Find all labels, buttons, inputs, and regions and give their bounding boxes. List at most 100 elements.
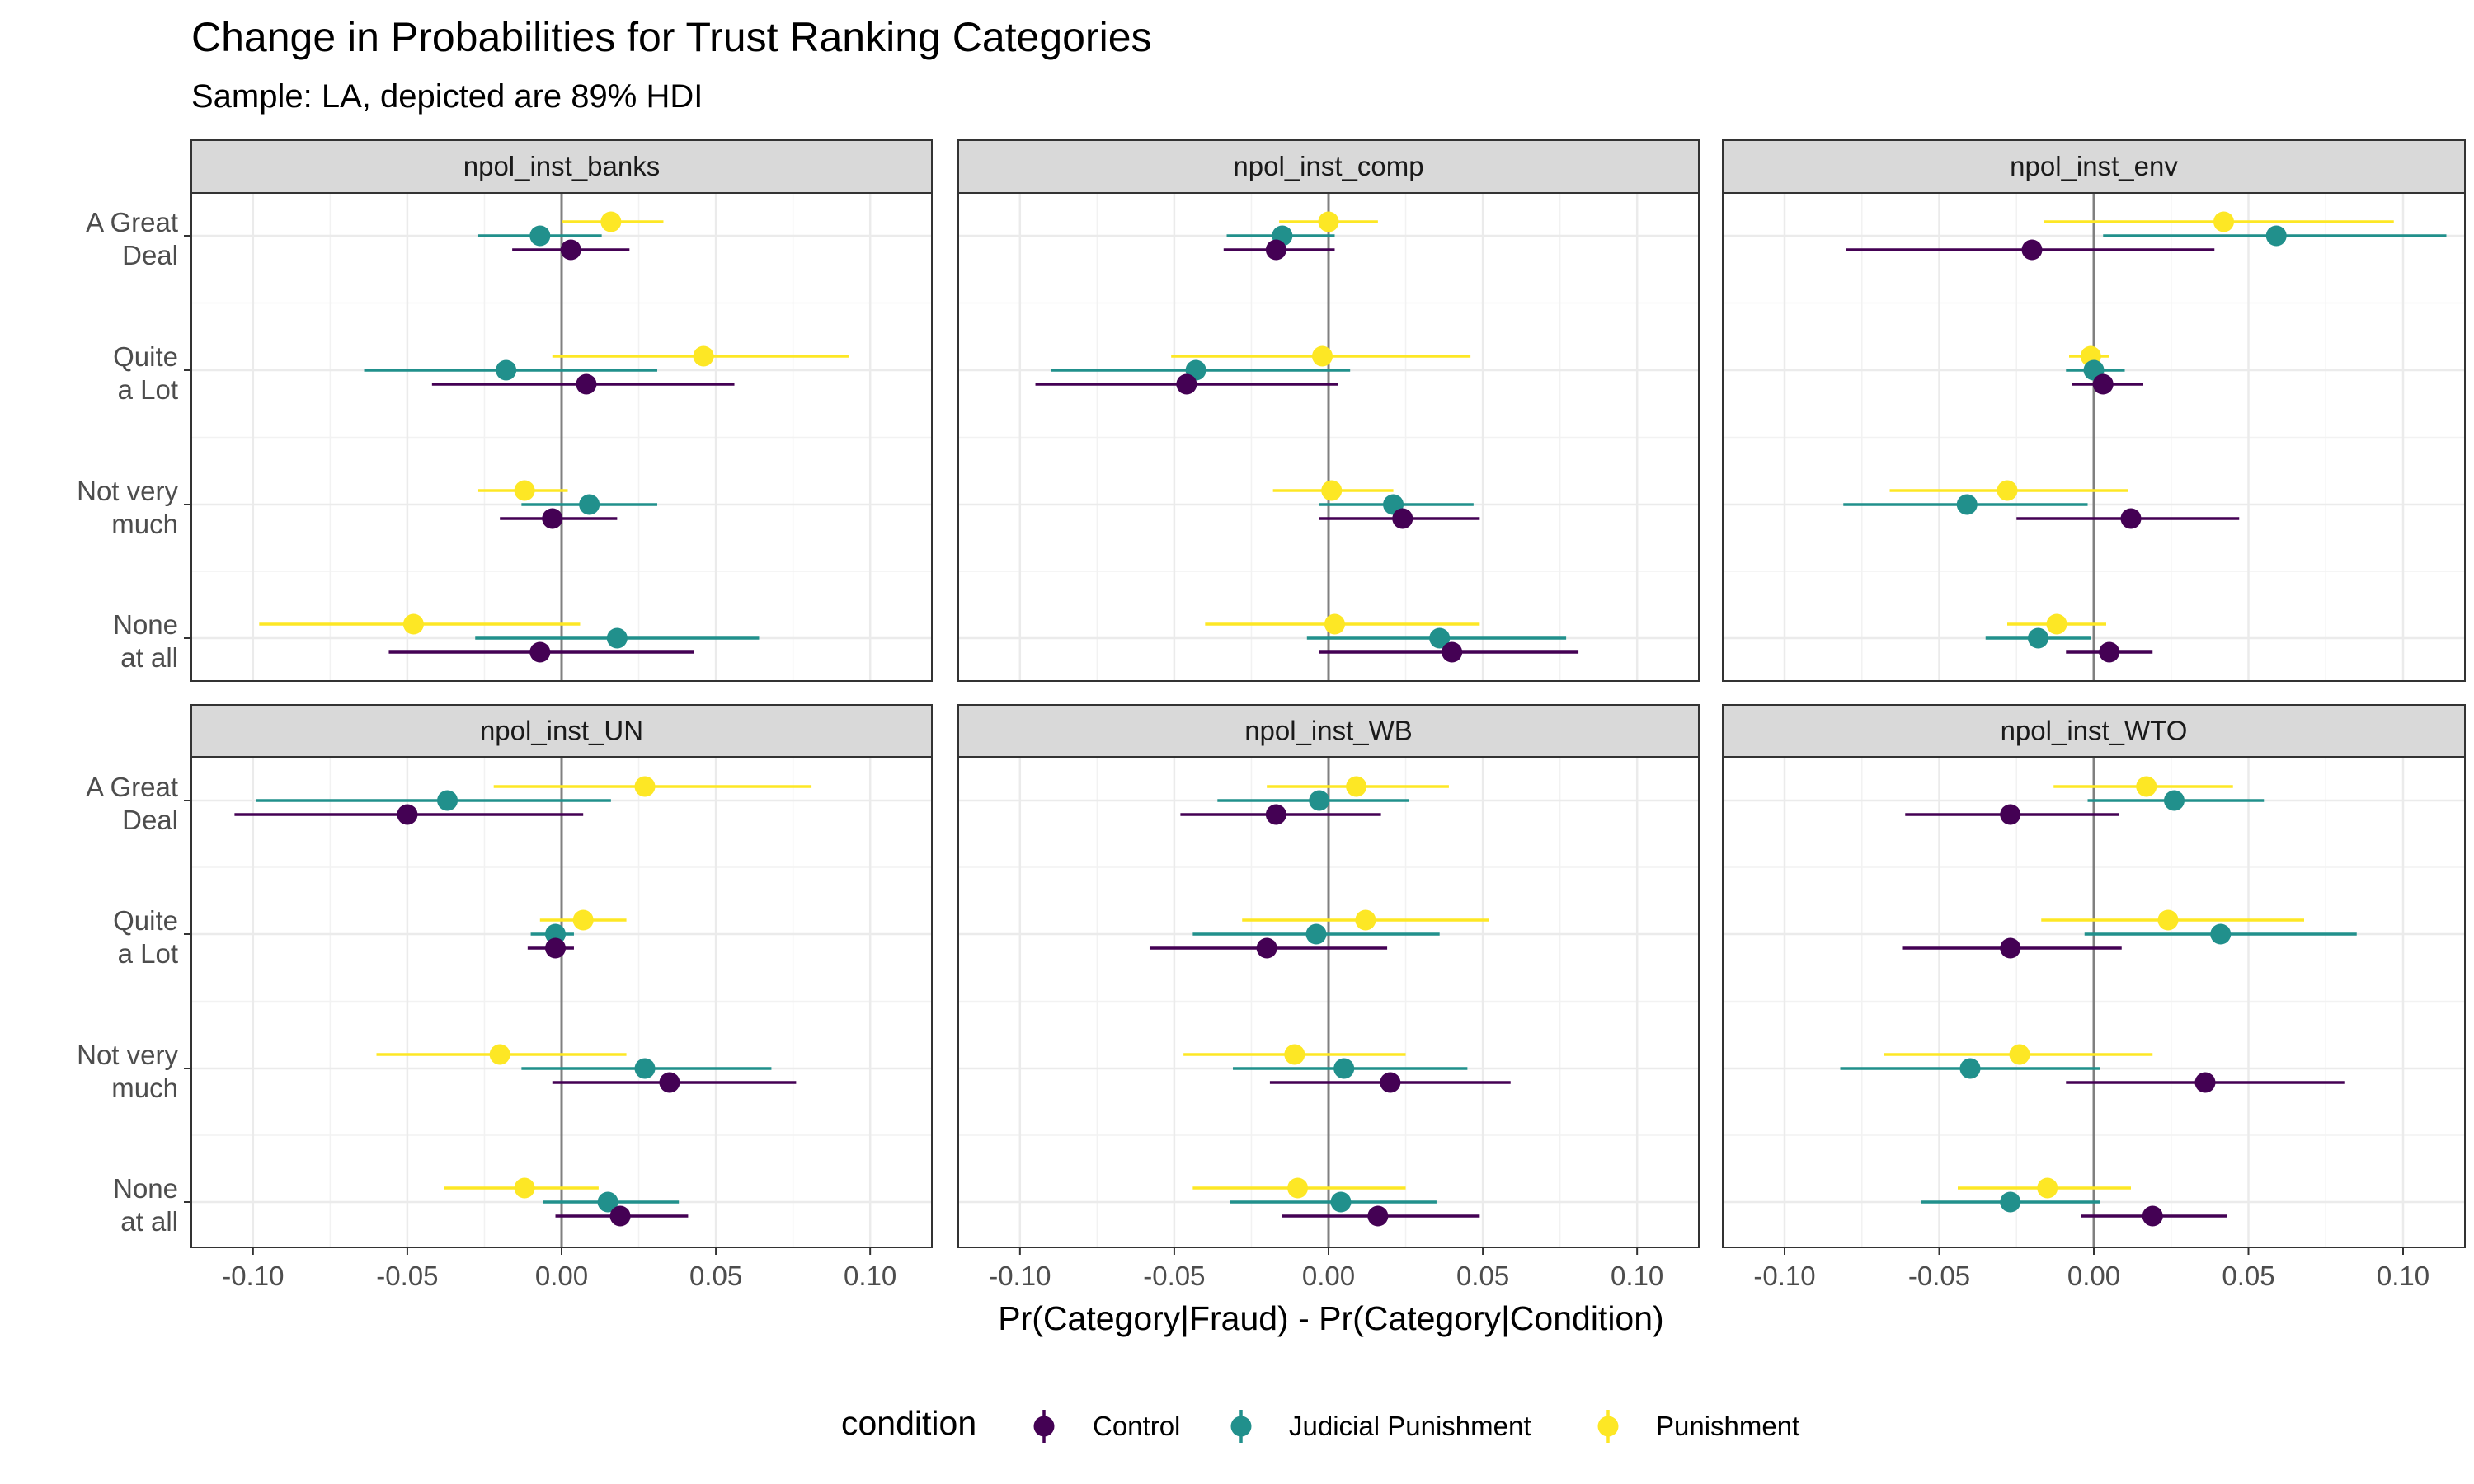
data-marks bbox=[1149, 776, 1511, 1227]
point-control bbox=[2120, 508, 2142, 529]
point-control bbox=[1265, 804, 1286, 825]
y-tick-label: at all bbox=[120, 1206, 178, 1237]
point-control bbox=[1265, 239, 1286, 261]
y-tick-label: None bbox=[113, 609, 178, 640]
point-punishment bbox=[572, 909, 594, 931]
panel-border bbox=[190, 192, 933, 682]
point-punishment bbox=[1318, 211, 1339, 232]
x-tick-label: -0.10 bbox=[222, 1261, 284, 1291]
y-tick-label: Not very bbox=[77, 1040, 178, 1070]
point-punishment bbox=[489, 1044, 510, 1065]
point-punishment bbox=[2213, 211, 2234, 232]
point-judicial-punishment bbox=[597, 1191, 618, 1213]
point-judicial-punishment bbox=[2028, 627, 2048, 649]
legend-key-point bbox=[1230, 1416, 1252, 1437]
x-tick-label: -0.10 bbox=[1753, 1261, 1815, 1291]
x-tick-label: 0.10 bbox=[1611, 1261, 1663, 1291]
legend-label: Punishment bbox=[1656, 1411, 1799, 1441]
chart-subtitle: Sample: LA, depicted are 89% HDI bbox=[191, 78, 703, 115]
panel-strip bbox=[957, 139, 1700, 194]
panel-npol-inst-wb: npol_inst_WB -0.10 -0.05 0.00 0.05 0.10 bbox=[957, 704, 1700, 1291]
y-tick-label: Quite bbox=[113, 905, 178, 936]
point-control bbox=[560, 239, 581, 261]
point-punishment bbox=[514, 480, 535, 501]
point-judicial-punishment bbox=[2000, 1191, 2021, 1213]
point-punishment bbox=[402, 613, 424, 635]
point-control bbox=[2000, 937, 2021, 959]
point-control bbox=[1256, 937, 1277, 959]
x-tick-label: 0.05 bbox=[1456, 1261, 1509, 1291]
legend-title: condition bbox=[841, 1404, 976, 1442]
y-tick-label: Deal bbox=[122, 805, 178, 835]
point-judicial-punishment bbox=[1330, 1191, 1352, 1213]
x-tick-label: -0.05 bbox=[1908, 1261, 1970, 1291]
x-tick-label: 0.05 bbox=[2222, 1261, 2274, 1291]
panel-strip-label: npol_inst_UN bbox=[480, 716, 643, 746]
point-control bbox=[2021, 239, 2043, 261]
point-judicial-punishment bbox=[2210, 923, 2232, 945]
x-tick-label: 0.10 bbox=[2377, 1261, 2429, 1291]
point-control bbox=[545, 937, 567, 959]
point-control bbox=[2142, 1205, 2163, 1227]
point-punishment bbox=[2046, 613, 2067, 635]
legend-label: Judicial Punishment bbox=[1289, 1411, 1531, 1441]
panel-strip-label: npol_inst_env bbox=[2010, 151, 2178, 181]
x-tick-label: -0.10 bbox=[989, 1261, 1051, 1291]
x-tick-label: 0.10 bbox=[844, 1261, 896, 1291]
point-judicial-punishment bbox=[529, 225, 551, 247]
legend-item-judicial-punishment: Judicial Punishment bbox=[1230, 1410, 1531, 1443]
point-control bbox=[576, 373, 597, 395]
point-control bbox=[1380, 1072, 1401, 1093]
y-tick-label: Quite bbox=[113, 341, 178, 372]
y-tick-label: a Lot bbox=[118, 374, 178, 405]
panel-npol-inst-env: npol_inst_env bbox=[1722, 139, 2466, 682]
x-tick-label: 0.05 bbox=[689, 1261, 742, 1291]
point-control bbox=[1442, 641, 1463, 663]
point-control bbox=[609, 1205, 631, 1227]
legend-key-point bbox=[1033, 1416, 1055, 1437]
y-tick-label: None bbox=[113, 1173, 178, 1204]
panel-strip bbox=[190, 139, 933, 194]
point-punishment bbox=[1346, 776, 1367, 797]
x-axis-label: Pr(Category|Fraud) - Pr(Category|Conditi… bbox=[998, 1299, 1663, 1337]
y-tick-label: at all bbox=[120, 642, 178, 673]
point-judicial-punishment bbox=[2265, 225, 2287, 247]
point-judicial-punishment bbox=[2164, 790, 2185, 811]
y-tick-label: A Great bbox=[86, 772, 178, 802]
point-judicial-punishment bbox=[606, 627, 628, 649]
point-judicial-punishment bbox=[1956, 494, 1978, 515]
panel-strip bbox=[190, 704, 933, 758]
point-control bbox=[1367, 1205, 1389, 1227]
legend-item-control: Control bbox=[1033, 1410, 1180, 1443]
point-control bbox=[2194, 1072, 2216, 1093]
legend-key-point bbox=[1597, 1416, 1619, 1437]
point-punishment bbox=[600, 211, 622, 232]
point-control bbox=[2099, 641, 2120, 663]
point-judicial-punishment bbox=[579, 494, 600, 515]
point-judicial-punishment bbox=[1333, 1058, 1355, 1079]
point-judicial-punishment bbox=[1959, 1058, 1981, 1079]
point-control bbox=[529, 641, 551, 663]
point-punishment bbox=[1355, 909, 1376, 931]
point-control bbox=[659, 1072, 680, 1093]
point-punishment bbox=[693, 345, 714, 367]
point-judicial-punishment bbox=[496, 359, 517, 381]
y-tick-label: a Lot bbox=[118, 938, 178, 969]
x-tick-label: 0.00 bbox=[2067, 1261, 2120, 1291]
y-tick-label: Deal bbox=[122, 240, 178, 270]
panel-npol-inst-wto: npol_inst_WTO -0.10 -0.05 0.00 0.05 0.10 bbox=[1722, 704, 2466, 1291]
point-judicial-punishment bbox=[634, 1058, 656, 1079]
point-punishment bbox=[1287, 1177, 1309, 1199]
point-punishment bbox=[1324, 613, 1345, 635]
panel-strip-label: npol_inst_WB bbox=[1244, 716, 1413, 746]
point-punishment bbox=[1284, 1044, 1305, 1065]
point-punishment bbox=[2037, 1177, 2058, 1199]
panel-npol-inst-comp: npol_inst_comp bbox=[957, 139, 1700, 682]
point-punishment bbox=[1997, 480, 2018, 501]
point-control bbox=[2000, 804, 2021, 825]
y-tick-label: Not very bbox=[77, 476, 178, 506]
point-control bbox=[397, 804, 418, 825]
x-tick-label: 0.00 bbox=[535, 1261, 588, 1291]
point-control bbox=[1392, 508, 1413, 529]
